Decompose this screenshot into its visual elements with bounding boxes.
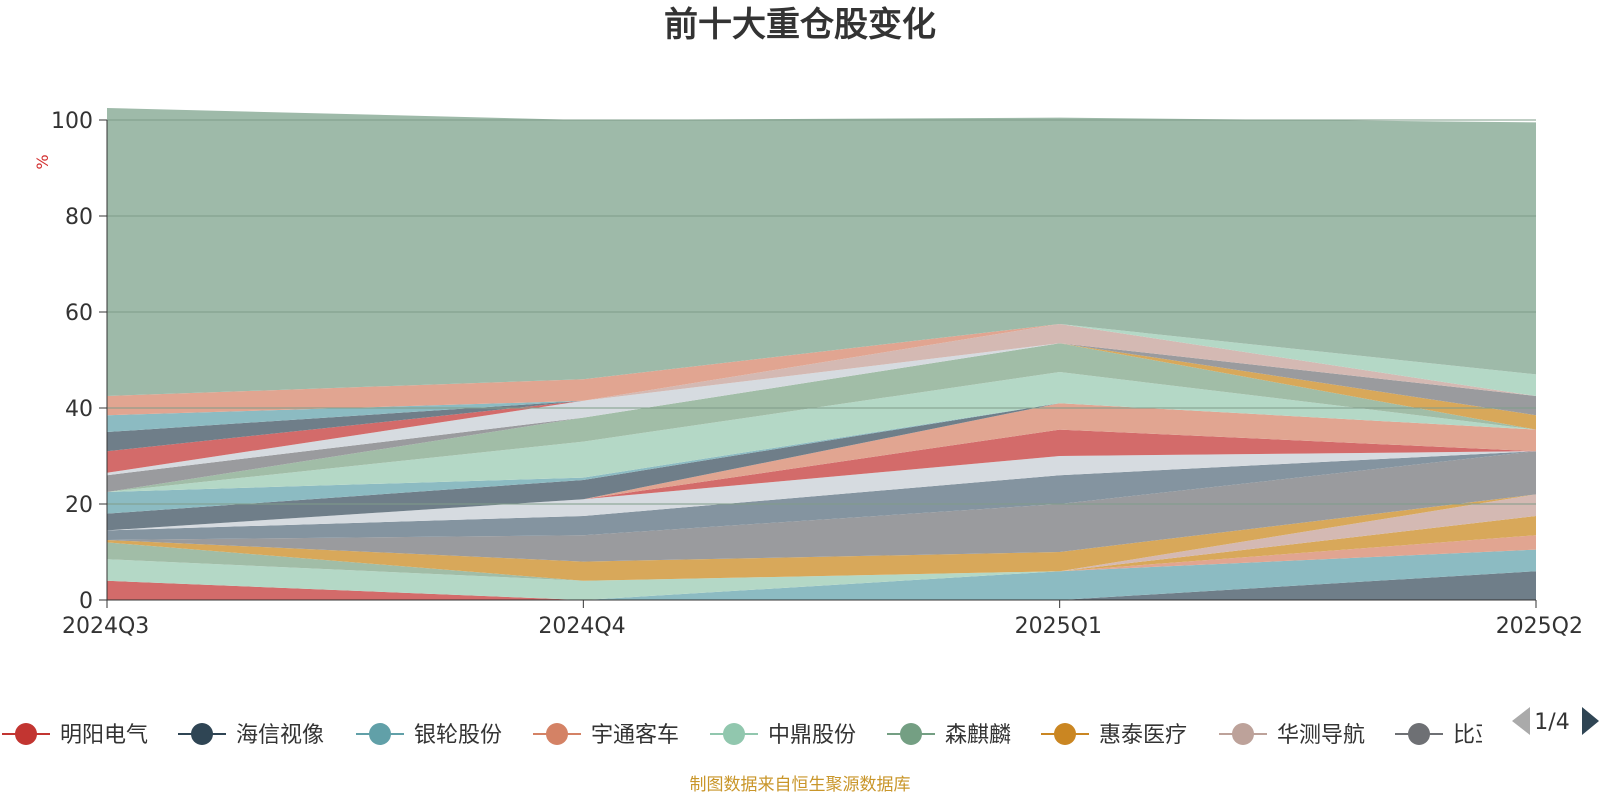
legend-marker-3 <box>546 723 568 745</box>
legend-item-5[interactable]: 森麒麟 <box>887 723 1011 748</box>
legend-label-4: 中鼎股份 <box>768 723 856 748</box>
legend-marker-7 <box>1232 723 1254 745</box>
y-tick-label-60: 60 <box>65 301 93 326</box>
source-note: 制图数据来自恒生聚源数据库 <box>690 775 911 795</box>
area-series-12 <box>107 429 1536 531</box>
legend-page-label: 1/4 <box>1534 710 1569 735</box>
x-tick-label-0: 2024Q3 <box>62 614 149 639</box>
area-series-14 <box>107 403 1536 531</box>
area-series-0 <box>107 571 1536 600</box>
legend-item-6[interactable]: 惠泰医疗 <box>1041 723 1187 748</box>
area-series-11 <box>107 451 1536 531</box>
chart-title: 前十大重仓股变化 <box>664 5 936 45</box>
y-tick-label-80: 80 <box>65 205 93 230</box>
x-tick-label-2: 2025Q1 <box>1015 614 1102 639</box>
y-tick-label-20: 20 <box>65 493 93 518</box>
legend-marker-8 <box>1408 723 1430 745</box>
area-series-9 <box>107 451 1536 562</box>
area-series-24 <box>107 324 1536 432</box>
legend-marker-4 <box>723 723 745 745</box>
legend-marker-5 <box>900 723 922 745</box>
legend-label-7: 华测导航 <box>1277 723 1365 748</box>
x-tick-label-1: 2024Q4 <box>538 614 625 639</box>
legend-label-0: 明阳电气 <box>60 723 148 748</box>
grid-lines <box>107 119 1536 505</box>
legend-prev-icon[interactable] <box>1512 707 1530 735</box>
area-series-5 <box>107 494 1536 600</box>
y-axis-unit: % <box>33 154 52 169</box>
legend-next-icon[interactable] <box>1582 707 1599 735</box>
area-series-16 <box>107 372 1536 492</box>
legend-label-5: 森麒麟 <box>945 723 1011 748</box>
area-series-27 <box>107 108 1536 396</box>
legend-item-1[interactable]: 海信视像 <box>178 723 324 748</box>
y-tick-label-100: 100 <box>51 109 93 134</box>
area-series-4 <box>107 494 1536 600</box>
axes: 0 20 40 60 80 100 2024Q3 2024Q4 2025Q1 2025Q2 <box>51 109 1583 639</box>
legend-pager: 1/4 <box>1512 707 1599 735</box>
legend-label-1: 海信视像 <box>236 723 324 748</box>
area-series-8 <box>107 494 1536 581</box>
area-series-17 <box>107 343 1536 492</box>
y-tick-label-40: 40 <box>65 397 93 422</box>
legend: 明阳电气 海信视像 银轮股份 宇通客车 中鼎股份 森麒麟 惠泰医疗 华测导航 比亚迪 <box>2 723 1519 748</box>
legend-marker-1 <box>191 723 213 745</box>
y-tick-label-0: 0 <box>79 589 93 614</box>
area-series-25 <box>107 324 1536 416</box>
legend-marker-6 <box>1054 723 1076 745</box>
x-tick-label-3: 2025Q2 <box>1496 614 1583 639</box>
area-series-6 <box>107 494 1536 600</box>
legend-item-7[interactable]: 华测导航 <box>1219 723 1365 748</box>
area-series-10 <box>107 451 1536 540</box>
legend-item-3[interactable]: 宇通客车 <box>533 723 679 748</box>
legend-label-6: 惠泰医疗 <box>1099 723 1187 748</box>
area-layers <box>107 108 1536 600</box>
area-series-1 <box>107 549 1536 600</box>
legend-label-2: 银轮股份 <box>414 723 502 748</box>
legend-label-8: 比亚迪 <box>1453 723 1519 748</box>
legend-label-3: 宇通客车 <box>591 723 679 748</box>
legend-marker-2 <box>369 723 391 745</box>
legend-marker-0 <box>15 723 37 745</box>
legend-item-8[interactable]: 比亚迪 <box>1395 723 1519 748</box>
area-series-15 <box>107 403 1536 514</box>
legend-item-2[interactable]: 银轮股份 <box>356 723 502 748</box>
legend-item-0[interactable]: 明阳电气 <box>2 723 148 748</box>
legend-item-4[interactable]: 中鼎股份 <box>710 723 856 748</box>
